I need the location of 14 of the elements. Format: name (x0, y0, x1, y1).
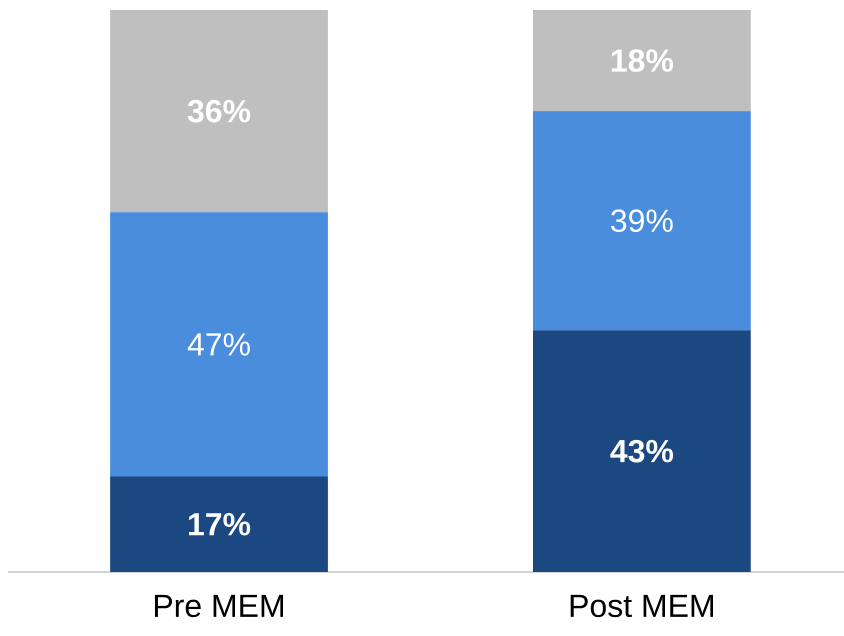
x-tick-label: Pre MEM (154, 594, 284, 618)
bar (110, 476, 328, 572)
data-label: 17% (189, 512, 250, 536)
data-label: 18% (612, 49, 674, 72)
bar (532, 330, 751, 572)
bar (110, 10, 328, 212)
bar (532, 111, 751, 330)
data-label: 36% (188, 100, 250, 122)
data-label: 47% (188, 333, 250, 356)
x-tick-label: Post MEM (570, 594, 714, 618)
data-label: 43% (610, 440, 674, 463)
data-label: 39% (611, 209, 673, 232)
bar (110, 212, 328, 476)
bar (532, 10, 751, 112)
